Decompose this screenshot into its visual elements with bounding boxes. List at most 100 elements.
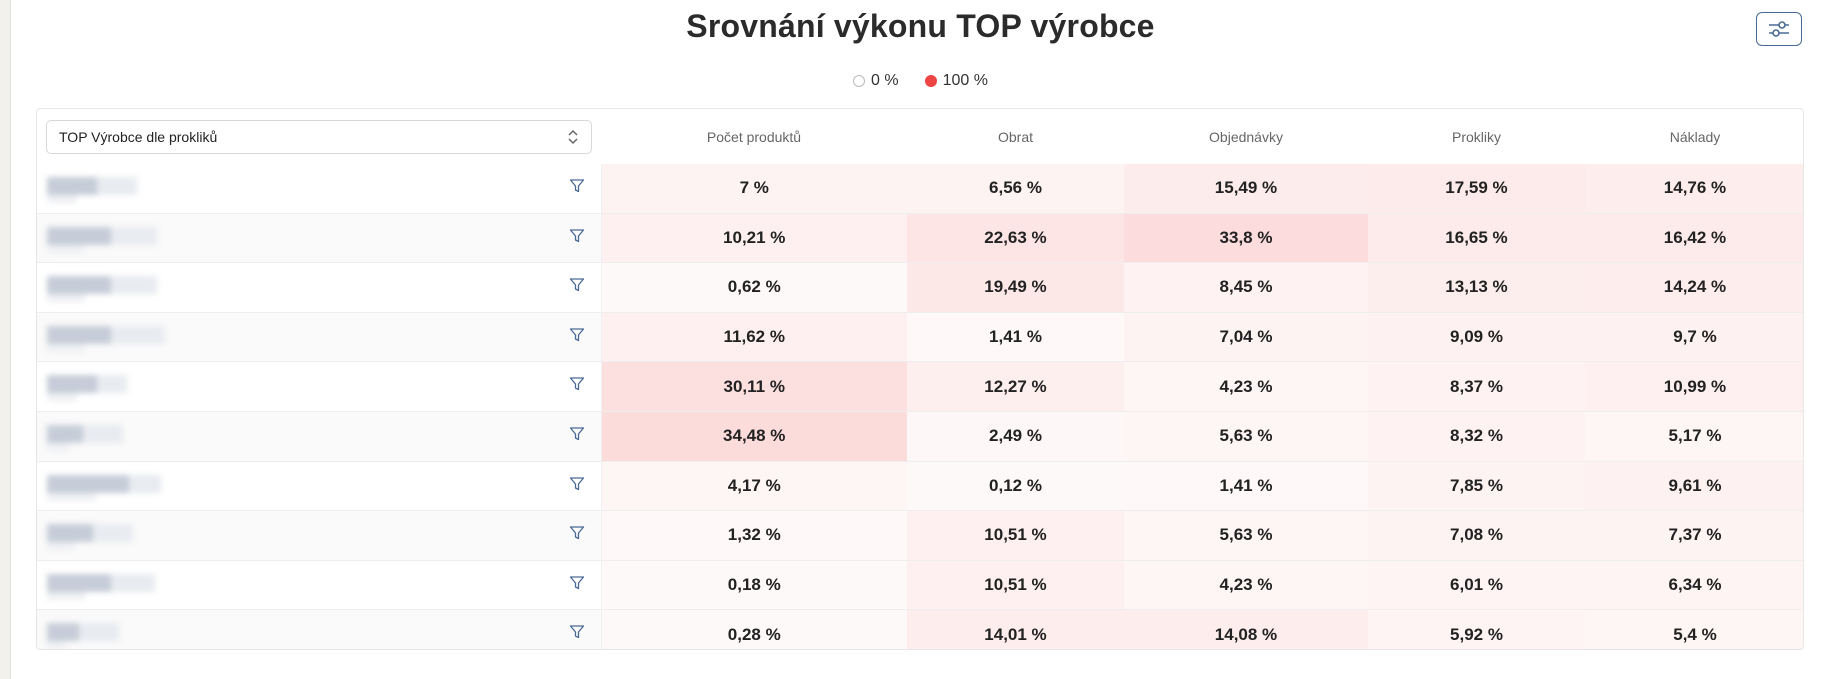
legend-high-label: 100 %: [942, 72, 988, 89]
selector-header: TOP Výrobce dle prokliků: [37, 109, 601, 164]
table-row: 4,17 % 0,12 % 1,41 % 7,85 % 9,61 %: [37, 461, 1803, 512]
manufacturer-name-cell: [37, 262, 602, 313]
table-header-row: TOP Výrobce dle prokliků Počet produktů …: [37, 109, 1803, 164]
table-row: 1,32 % 10,51 % 5,63 % 7,08 % 7,37 %: [37, 510, 1803, 561]
metric-cell: 1,32 %: [601, 510, 907, 561]
settings-button[interactable]: [1756, 12, 1802, 46]
funnel-icon[interactable]: [569, 178, 585, 194]
metric-cell: 1,41 %: [907, 312, 1124, 363]
sliders-icon: [1769, 21, 1789, 37]
table-row: 0,18 % 10,51 % 4,23 % 6,01 % 6,34 %: [37, 560, 1803, 611]
heatmap-table: TOP Výrobce dle prokliků Počet produktů …: [36, 108, 1804, 650]
metric-cell: 6,01 %: [1368, 560, 1585, 611]
metric-cell: 30,11 %: [601, 361, 907, 412]
funnel-icon[interactable]: [569, 525, 585, 541]
page-title: Srovnání výkonu TOP výrobce: [686, 8, 1155, 44]
table-row: 0,62 % 19,49 % 8,45 % 13,13 % 14,24 %: [37, 262, 1803, 313]
metric-cell: 0,12 %: [907, 461, 1124, 512]
metric-cell: 10,51 %: [907, 510, 1124, 561]
table-row: 34,48 % 2,49 % 5,63 % 8,32 % 5,17 %: [37, 411, 1803, 462]
table-row: 30,11 % 12,27 % 4,23 % 8,37 % 10,99 %: [37, 361, 1803, 412]
metric-cell: 14,01 %: [907, 609, 1124, 649]
metric-cell: 7,04 %: [1124, 312, 1368, 363]
funnel-icon[interactable]: [569, 376, 585, 392]
metric-cell: 8,37 %: [1368, 361, 1585, 412]
manufacturer-name-cell: [37, 213, 602, 264]
table-row: 7 % 6,56 % 15,49 % 17,59 % 14,76 %: [37, 164, 1803, 214]
funnel-icon[interactable]: [569, 277, 585, 293]
manufacturer-name-cell: [37, 609, 602, 649]
funnel-icon[interactable]: [569, 575, 585, 591]
manufacturer-name-cell: [37, 510, 602, 561]
metric-cell: 34,48 %: [601, 411, 907, 462]
metric-cell: 12,27 %: [907, 361, 1124, 412]
manufacturer-name-cell: [37, 461, 602, 512]
select-value: TOP Výrobce dle prokliků: [59, 128, 218, 145]
funnel-icon[interactable]: [569, 426, 585, 442]
table-row: 11,62 % 1,41 % 7,04 % 9,09 % 9,7 %: [37, 312, 1803, 363]
legend-low-label: 0 %: [871, 72, 899, 89]
column-header-costs[interactable]: Náklady: [1669, 128, 1721, 145]
metric-cell: 14,76 %: [1585, 164, 1803, 214]
metric-cell: 0,62 %: [601, 262, 907, 313]
metric-cell: 7,08 %: [1368, 510, 1585, 561]
metric-cell: 4,23 %: [1124, 560, 1368, 611]
legend-item-low[interactable]: 0 %: [853, 72, 899, 90]
manufacturer-name-cell: [37, 560, 602, 611]
legend: 0 % 100 %: [0, 72, 1841, 90]
metric-cell: 6,34 %: [1585, 560, 1803, 611]
metric-cell: 13,13 %: [1368, 262, 1585, 313]
metric-cell: 16,42 %: [1585, 213, 1803, 264]
manufacturer-name-cell: [37, 164, 602, 214]
manufacturer-name-cell: [37, 312, 602, 363]
metric-cell: 9,7 %: [1585, 312, 1803, 363]
manufacturer-name-cell: [37, 411, 602, 462]
metric-cell: 10,99 %: [1585, 361, 1803, 412]
metric-cell: 11,62 %: [601, 312, 907, 363]
metric-cell: 8,32 %: [1368, 411, 1585, 462]
metric-cell: 16,65 %: [1368, 213, 1585, 264]
metric-cell: 9,09 %: [1368, 312, 1585, 363]
metric-cell: 10,21 %: [601, 213, 907, 264]
metric-cell: 5,63 %: [1124, 510, 1368, 561]
funnel-icon[interactable]: [569, 327, 585, 343]
metric-cell: 1,41 %: [1124, 461, 1368, 512]
column-header-orders[interactable]: Objednávky: [1209, 128, 1283, 145]
metric-cell: 33,8 %: [1124, 213, 1368, 264]
funnel-icon[interactable]: [569, 624, 585, 640]
legend-high-dot: [924, 75, 937, 87]
metric-cell: 7,85 %: [1368, 461, 1585, 512]
metric-cell: 8,45 %: [1124, 262, 1368, 313]
metric-cell: 5,63 %: [1124, 411, 1368, 462]
metric-cell: 4,17 %: [601, 461, 907, 512]
metric-cell: 19,49 %: [907, 262, 1124, 313]
metric-cell: 7 %: [601, 164, 907, 214]
metric-cell: 0,28 %: [601, 609, 907, 649]
metric-cell: 14,24 %: [1585, 262, 1803, 313]
metric-cell: 0,18 %: [601, 560, 907, 611]
metric-cell: 17,59 %: [1368, 164, 1585, 214]
metric-cell: 14,08 %: [1124, 609, 1368, 649]
manufacturer-ranking-select[interactable]: TOP Výrobce dle prokliků: [46, 119, 592, 154]
column-header-product-count[interactable]: Počet produktů: [706, 128, 802, 145]
metric-cell: 15,49 %: [1124, 164, 1368, 214]
metric-cell: 9,61 %: [1585, 461, 1803, 512]
funnel-icon[interactable]: [569, 228, 585, 244]
metric-cell: 5,17 %: [1585, 411, 1803, 462]
metric-cell: 2,49 %: [907, 411, 1124, 462]
metric-cell: 4,23 %: [1124, 361, 1368, 412]
metric-cell: 5,92 %: [1368, 609, 1585, 649]
table-row: 10,21 % 22,63 % 33,8 % 16,65 % 16,42 %: [37, 213, 1803, 264]
column-header-clicks[interactable]: Prokliky: [1451, 128, 1501, 145]
table-row: 0,28 % 14,01 % 14,08 % 5,92 % 5,4 %: [37, 609, 1803, 649]
legend-low-dot: [853, 75, 866, 87]
funnel-icon[interactable]: [569, 476, 585, 492]
metric-cell: 10,51 %: [907, 560, 1124, 611]
legend-item-high[interactable]: 100 %: [924, 72, 988, 90]
metric-cell: 6,56 %: [907, 164, 1124, 214]
column-header-revenue[interactable]: Obrat: [997, 128, 1033, 145]
metric-cell: 5,4 %: [1585, 609, 1803, 649]
metric-cell: 22,63 %: [907, 213, 1124, 264]
metric-cell: 7,37 %: [1585, 510, 1803, 561]
manufacturer-name-cell: [37, 361, 602, 412]
